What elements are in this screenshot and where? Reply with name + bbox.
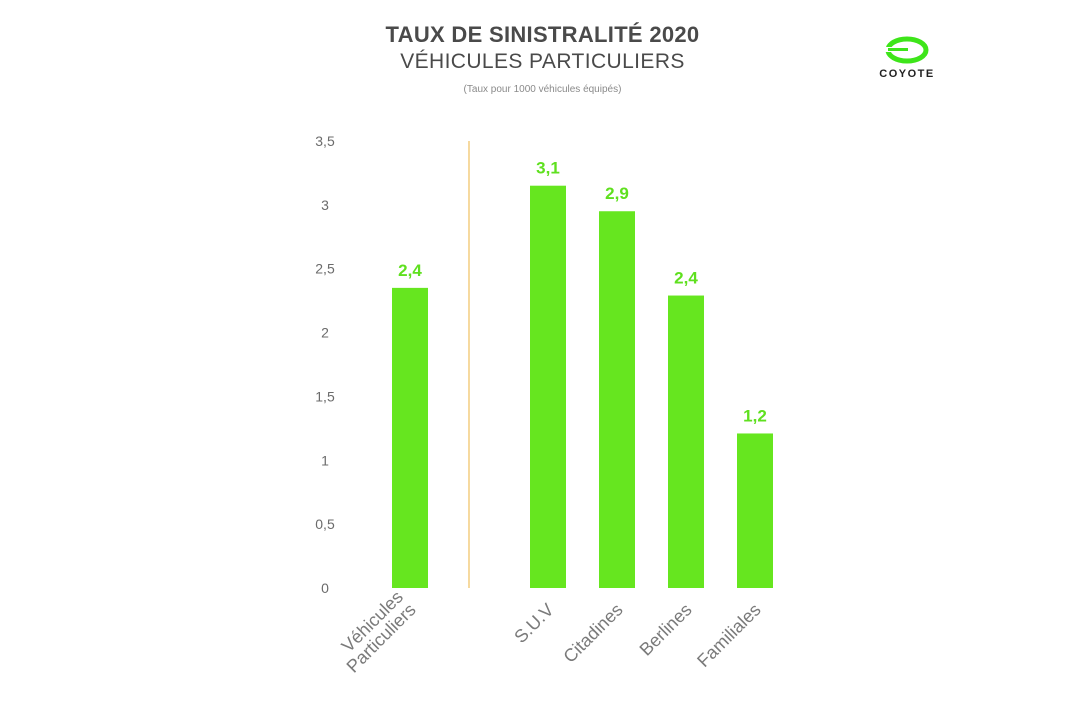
- y-tick-label: 2,5: [315, 261, 335, 277]
- logo-text: COYOTE: [879, 68, 935, 80]
- bar: [530, 185, 566, 588]
- chart-title: TAUX DE SINISTRALITÉ 2020: [385, 22, 700, 47]
- category-label-line: Familiales: [693, 600, 764, 671]
- data-label: 3,1: [536, 159, 560, 178]
- y-tick-label: 3: [321, 197, 329, 213]
- category-label-line: Berlines: [636, 600, 696, 660]
- y-tick-label: 2: [321, 325, 329, 341]
- chart-subtitle: VÉHICULES PARTICULIERS: [400, 50, 685, 73]
- category-label: Familiales: [693, 600, 764, 671]
- bar: [668, 295, 704, 588]
- data-label: 2,4: [674, 269, 698, 288]
- category-label-line: S.U.V: [510, 600, 557, 647]
- y-tick-label: 1,5: [315, 388, 335, 404]
- bar: [599, 211, 635, 588]
- coyote-logo-icon: [882, 36, 929, 64]
- data-label: 2,9: [605, 184, 629, 203]
- y-tick-label: 3,5: [315, 133, 335, 149]
- y-tick-label: 1: [321, 452, 329, 468]
- data-label: 1,2: [743, 406, 767, 425]
- bar: [392, 287, 428, 588]
- category-label: Berlines: [636, 600, 696, 660]
- category-label: Citadines: [559, 600, 626, 667]
- data-label: 2,4: [398, 261, 422, 280]
- category-label: S.U.V: [510, 600, 557, 647]
- y-tick-label: 0: [321, 580, 329, 596]
- chart-note: (Taux pour 1000 véhicules équipés): [463, 84, 622, 95]
- y-tick-label: 0,5: [315, 516, 335, 532]
- category-label-line: Citadines: [559, 600, 626, 667]
- bar: [737, 433, 773, 588]
